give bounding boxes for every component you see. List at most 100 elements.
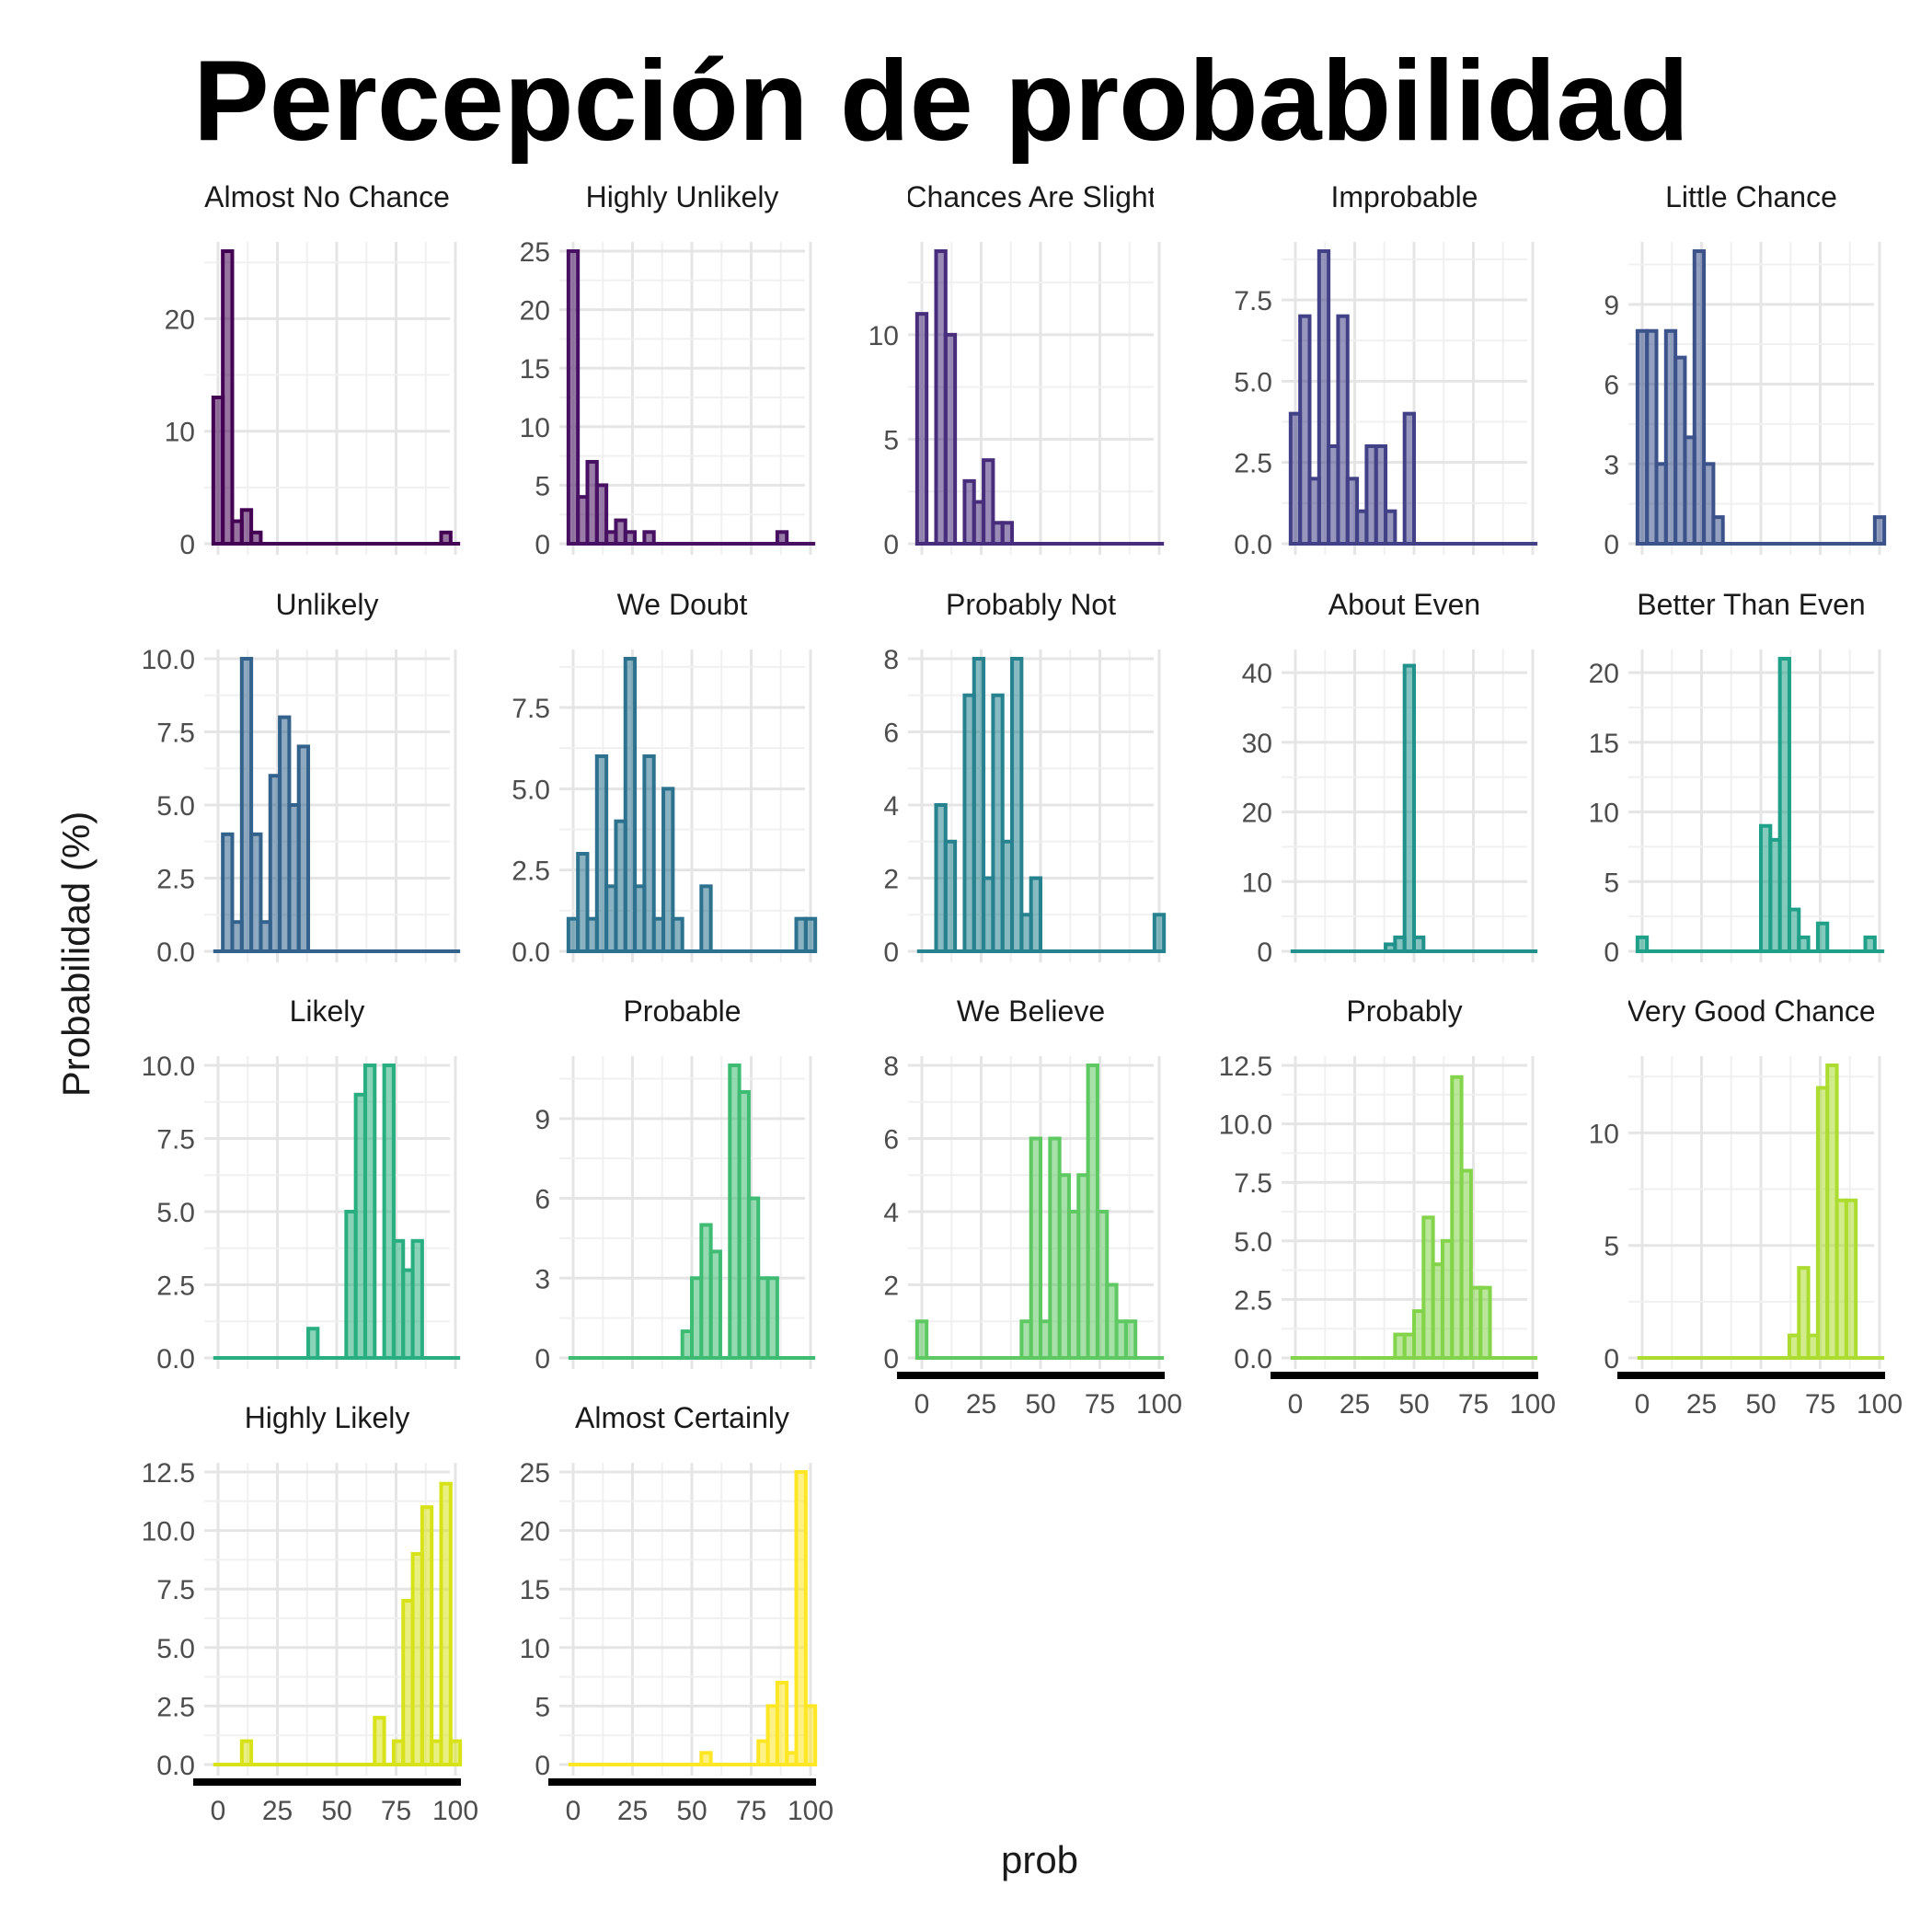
facet-highly-unlikely: 0 5 10 15 20 25 Highly Unlikely	[520, 180, 816, 560]
histogram-bar	[373, 1716, 386, 1766]
histogram-bar	[699, 1751, 713, 1767]
facet-title: Probably	[1346, 995, 1462, 1028]
y-tick-label: 12.5	[1219, 1052, 1272, 1082]
x-tick-label: 75	[381, 1796, 411, 1826]
histogram-bar	[1123, 1319, 1138, 1360]
x-tick-label: 100	[432, 1796, 478, 1826]
y-tick-label: 2	[883, 1271, 899, 1302]
y-tick-label: 20	[520, 296, 550, 327]
y-tick-label: 2.5	[156, 1692, 195, 1722]
x-tick-label: 75	[1458, 1389, 1489, 1420]
histogram-bar	[594, 483, 609, 546]
histogram-bar	[1000, 521, 1015, 546]
y-tick-label: 0.0	[1234, 530, 1272, 560]
y-tick-label: 10.0	[142, 1052, 195, 1082]
facet-title: Highly Likely	[245, 1401, 410, 1434]
y-tick-label: 10.0	[142, 1517, 195, 1547]
y-tick-label: 7.5	[156, 1575, 195, 1605]
y-tick-label: 8	[883, 645, 899, 675]
y-tick-label: 6	[883, 719, 899, 749]
y-tick-label: 5	[535, 1692, 550, 1722]
y-tick-label: 10	[868, 321, 899, 351]
y-tick-label: 5	[883, 425, 899, 455]
histogram-bar	[1635, 935, 1650, 953]
histogram-bar	[239, 508, 254, 546]
x-tick-label: 100	[1136, 1389, 1182, 1420]
histogram-bar	[1402, 411, 1417, 546]
y-tick-label: 25	[520, 237, 550, 268]
facet-we-doubt: 0.0 2.5 5.0 7.5 We Doubt	[512, 588, 818, 968]
y-tick-label: 4	[883, 1198, 899, 1228]
y-tick-label: 3	[1604, 450, 1619, 480]
y-tick-label: 10	[1589, 799, 1619, 829]
histogram-bar	[803, 916, 818, 954]
facet-title: We Doubt	[617, 588, 748, 621]
x-tick-label: 100	[1510, 1389, 1556, 1420]
histogram-bar	[1029, 876, 1043, 953]
y-tick-label: 7.5	[512, 694, 550, 724]
y-tick-label: 10.0	[1219, 1110, 1272, 1141]
y-tick-label: 0	[883, 530, 899, 560]
y-tick-label: 5.0	[1234, 367, 1272, 397]
y-tick-label: 7.5	[156, 719, 195, 749]
histogram-bar	[982, 458, 995, 546]
facet-very-good-chance: 0 5 10 Very Good Chance 0 25 50 75 100	[1589, 995, 1903, 1420]
y-tick-label: 15	[520, 1575, 550, 1605]
facet-about-even: 0 10 20 30 40 About Even	[1242, 588, 1538, 968]
histogram-bar	[1777, 657, 1791, 953]
y-tick-label: 10	[1589, 1119, 1619, 1149]
histogram-bar	[1711, 515, 1725, 546]
x-tick-label: 50	[676, 1796, 707, 1826]
y-tick-label: 4	[883, 791, 899, 822]
x-tick-label: 0	[566, 1796, 581, 1826]
histogram-bar	[249, 832, 263, 953]
facet-almost-certainly: 0 5 10 15 20 25 Almost Certainly 0 25 50 75 100	[520, 1401, 834, 1826]
histogram-bar	[623, 530, 638, 546]
y-tick-label: 0	[883, 937, 899, 968]
x-tick-label: 0	[1635, 1389, 1650, 1420]
histogram-bar	[765, 1276, 779, 1360]
x-tick-label: 50	[1025, 1389, 1055, 1420]
histogram-bar	[249, 530, 263, 546]
facet-title: Improbable	[1330, 180, 1478, 213]
histogram-bar	[306, 1327, 320, 1360]
y-tick-label: 5.0	[156, 1198, 195, 1228]
y-tick-label: 30	[1242, 729, 1272, 759]
facet-title: Probably Not	[946, 588, 1116, 621]
facet-better-than-even: 0 5 10 15 20 Better Than Even	[1589, 588, 1885, 968]
y-tick-label: 0	[1257, 937, 1272, 968]
y-tick-label: 12.5	[142, 1458, 195, 1489]
histogram-bar	[1872, 515, 1887, 546]
histogram-bar	[239, 657, 254, 953]
x-tick-label: 100	[1857, 1389, 1903, 1420]
y-tick-label: 0	[535, 1751, 550, 1781]
y-tick-label: 6	[1604, 371, 1619, 401]
facet-title: Almost Certainly	[575, 1401, 789, 1434]
histogram-bar	[1402, 663, 1417, 953]
histogram-bar	[1797, 935, 1811, 953]
histogram-bar	[642, 754, 656, 953]
y-tick-label: 0	[179, 530, 195, 560]
histogram-bar	[1844, 1198, 1858, 1361]
y-tick-label: 5.0	[512, 775, 550, 805]
y-tick-label: 0	[535, 1344, 550, 1374]
histogram-bar	[594, 754, 609, 953]
y-tick-label: 2	[883, 865, 899, 895]
x-tick-label: 0	[211, 1796, 226, 1826]
y-tick-label: 0.0	[1234, 1344, 1272, 1374]
x-tick-label: 25	[1686, 1389, 1717, 1420]
y-tick-label: 2.5	[156, 865, 195, 895]
facet-title: About Even	[1328, 588, 1480, 621]
histogram-bar	[1692, 249, 1707, 546]
y-tick-label: 20	[165, 305, 195, 335]
chart-title: Percepción de probabilidad	[193, 38, 1690, 165]
histogram-bar	[439, 530, 453, 546]
y-tick-label: 0	[1604, 1344, 1619, 1374]
facet-chances-are-slight: 0 5 10 Chances Are Slight	[868, 180, 1165, 560]
histogram-bar	[1412, 935, 1426, 953]
histogram-bar	[1298, 314, 1312, 546]
histogram-bar	[448, 1739, 463, 1767]
facet-title: Highly Unlikely	[586, 180, 779, 213]
facet-title: Better Than Even	[1637, 588, 1865, 621]
